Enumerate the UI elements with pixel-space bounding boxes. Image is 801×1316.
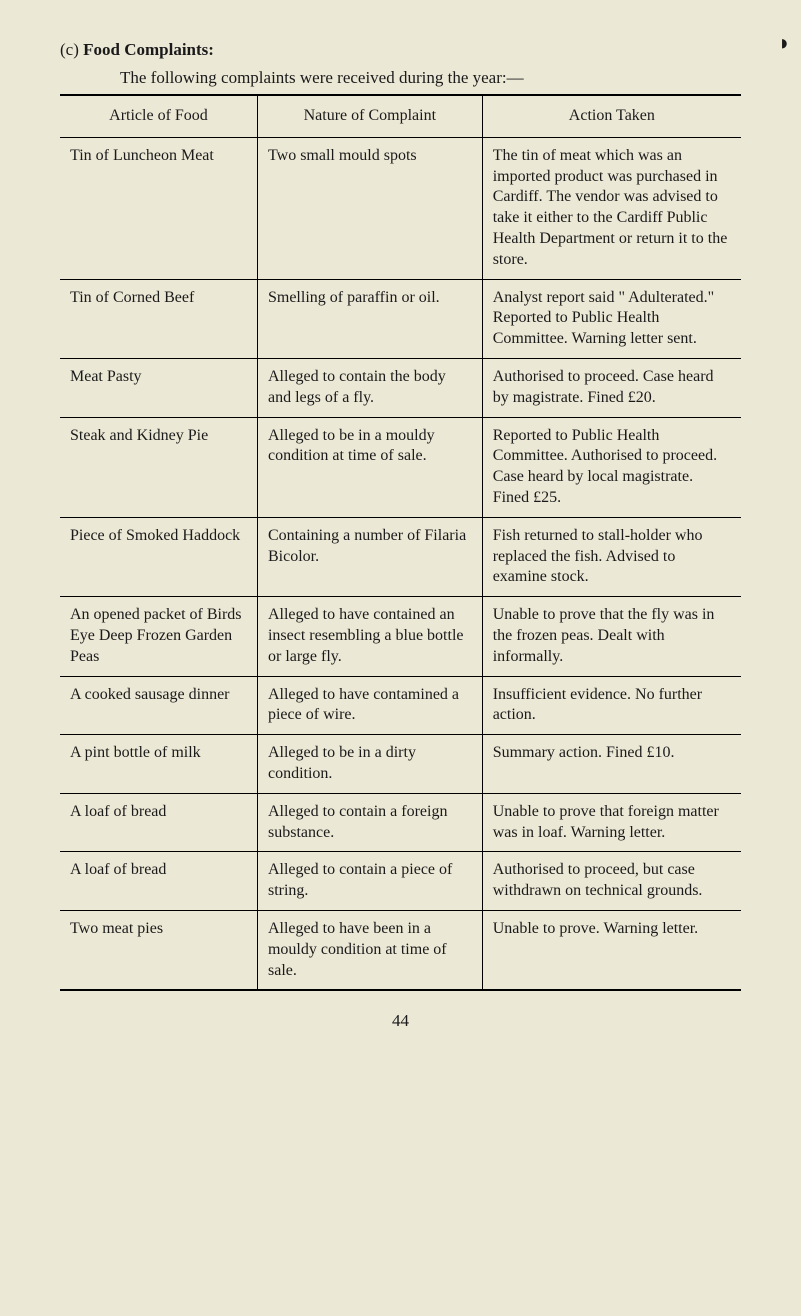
cell-action: Unable to prove. Warning letter. [482,910,741,990]
page-marker: ◗ [778,30,791,56]
table-row: A loaf of bread Alleged to contain a for… [60,793,741,852]
cell-article: A loaf of bread [60,852,257,911]
table-row: Steak and Kidney Pie Alleged to be in a … [60,417,741,517]
cell-action: The tin of meat which was an imported pr… [482,137,741,279]
cell-nature: Alleged to be in a mouldy condition at t… [257,417,482,517]
table-row: An opened packet of Birds Eye Deep Froze… [60,597,741,676]
cell-nature: Alleged to be in a dirty condition. [257,735,482,794]
table-row: A pint bottle of milk Alleged to be in a… [60,735,741,794]
cell-action: Unable to prove that the fly was in the … [482,597,741,676]
cell-article: Two meat pies [60,910,257,990]
cell-nature: Alleged to contain a piece of string. [257,852,482,911]
complaints-table: Article of Food Nature of Complaint Acti… [60,94,741,991]
cell-action: Authorised to proceed, but case withdraw… [482,852,741,911]
page-number: 44 [60,1011,741,1031]
table-row: Two meat pies Alleged to have been in a … [60,910,741,990]
cell-nature: Alleged to contain the body and legs of … [257,358,482,417]
cell-action: Analyst report said " Adulterated." Repo… [482,279,741,358]
cell-article: A pint bottle of milk [60,735,257,794]
header-article: Article of Food [60,95,257,137]
cell-nature: Alleged to have been in a mouldy conditi… [257,910,482,990]
cell-nature: Two small mould spots [257,137,482,279]
cell-nature: Containing a number of Filaria Bicolor. [257,517,482,596]
header-nature: Nature of Complaint [257,95,482,137]
table-row: A cooked sausage dinner Alleged to have … [60,676,741,735]
cell-nature: Alleged to have contamined a piece of wi… [257,676,482,735]
cell-article: Meat Pasty [60,358,257,417]
cell-article: Piece of Smoked Haddock [60,517,257,596]
cell-action: Reported to Public Health Committee. Aut… [482,417,741,517]
section-title: Food Complaints: [83,40,214,59]
cell-action: Summary action. Fined £10. [482,735,741,794]
cell-article: Tin of Corned Beef [60,279,257,358]
cell-article: Tin of Luncheon Meat [60,137,257,279]
cell-nature: Smelling of paraffin or oil. [257,279,482,358]
table-body: Tin of Luncheon Meat Two small mould spo… [60,137,741,990]
section-heading: (c) Food Complaints: [60,40,741,60]
intro-text: The following complaints were received d… [120,68,741,88]
cell-article: A loaf of bread [60,793,257,852]
table-row: Tin of Corned Beef Smelling of paraffin … [60,279,741,358]
cell-action: Unable to prove that foreign matter was … [482,793,741,852]
cell-nature: Alleged to have contained an insect rese… [257,597,482,676]
section-label: (c) [60,40,79,59]
cell-action: Authorised to proceed. Case heard by mag… [482,358,741,417]
table-row: Piece of Smoked Haddock Containing a num… [60,517,741,596]
table-row: A loaf of bread Alleged to contain a pie… [60,852,741,911]
cell-nature: Alleged to contain a foreign substance. [257,793,482,852]
cell-article: An opened packet of Birds Eye Deep Froze… [60,597,257,676]
cell-action: Fish returned to stall-holder who replac… [482,517,741,596]
cell-action: Insufficient evidence. No further action… [482,676,741,735]
table-row: Meat Pasty Alleged to contain the body a… [60,358,741,417]
table-header-row: Article of Food Nature of Complaint Acti… [60,95,741,137]
header-action: Action Taken [482,95,741,137]
cell-article: A cooked sausage dinner [60,676,257,735]
cell-article: Steak and Kidney Pie [60,417,257,517]
table-row: Tin of Luncheon Meat Two small mould spo… [60,137,741,279]
